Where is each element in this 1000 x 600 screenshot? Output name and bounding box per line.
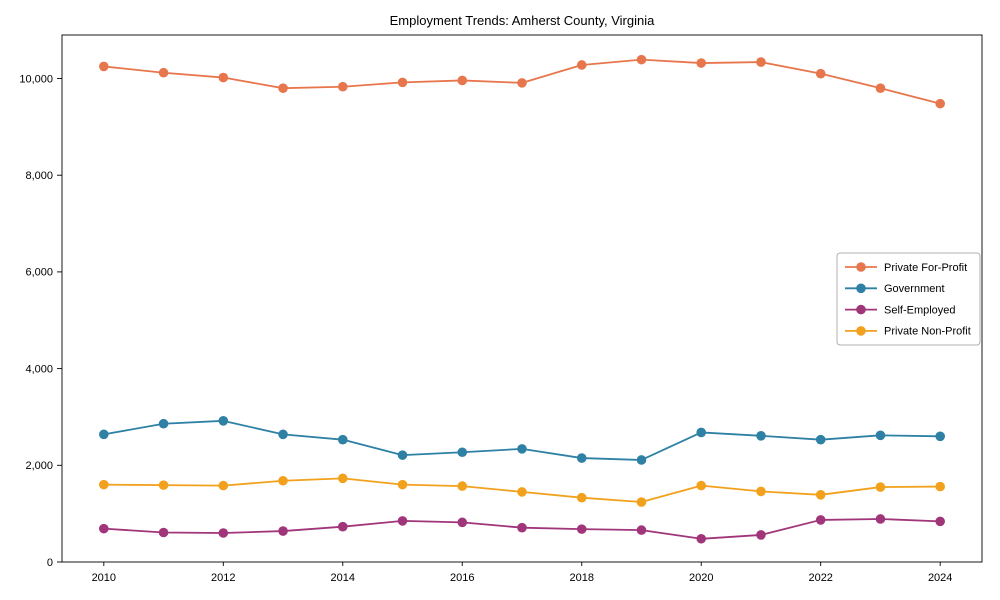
data-point-private-non-profit-2011 [158, 480, 169, 490]
data-point-government-2017 [517, 444, 527, 454]
data-point-government-2018 [576, 453, 587, 463]
data-point-self-employed-2017 [517, 522, 527, 533]
data-point-private-for-profit-2022 [815, 68, 826, 79]
data-point-government-2015 [397, 450, 408, 460]
data-point-private-for-profit-2024 [935, 98, 945, 109]
data-point-private-for-profit-2019 [636, 54, 647, 65]
data-point-self-employed-2015 [397, 516, 408, 526]
y-tick-label: 6,000 [25, 267, 53, 279]
data-point-government-2022 [815, 434, 826, 445]
series-private-for-profit [99, 54, 945, 109]
data-point-private-non-profit-2017 [517, 487, 527, 497]
data-point-self-employed-2022 [815, 515, 826, 525]
series-line-government [103, 419, 941, 461]
x-axis: 2010 2012 2014 2016 2018 2020 2022 2024 [92, 562, 952, 584]
data-point-private-non-profit-2021 [756, 486, 766, 497]
x-tick-label: 2022 [808, 572, 832, 584]
data-point-private-for-profit-2010 [99, 61, 109, 72]
data-point-private-for-profit-2021 [756, 57, 766, 67]
legend: Private For-Profit Government Self-Employe… [836, 252, 981, 346]
data-point-private-for-profit-2015 [397, 77, 408, 88]
data-point-private-for-profit-2014 [337, 81, 348, 92]
data-point-self-employed-2012 [218, 528, 229, 538]
data-point-government-2014 [337, 434, 348, 445]
legend-label-private-for-profit: Private For-Profit [884, 262, 967, 274]
data-point-self-employed-2013 [278, 526, 288, 536]
x-tick-label: 2014 [331, 572, 355, 584]
data-point-private-non-profit-2018 [576, 492, 587, 503]
data-point-private-non-profit-2013 [278, 475, 288, 486]
data-point-private-for-profit-2023 [875, 83, 886, 93]
chart-title: Employment Trends: Amherst County, Virgi… [389, 13, 655, 28]
legend-box [836, 252, 981, 346]
y-tick-label: 10,000 [19, 73, 53, 85]
x-tick-label: 2024 [928, 572, 952, 584]
y-tick-label: 0 [47, 557, 53, 569]
data-point-self-employed-2021 [756, 530, 766, 540]
data-point-private-non-profit-2023 [875, 482, 886, 492]
plot-frame [61, 34, 983, 563]
data-point-government-2021 [756, 431, 766, 441]
data-point-private-for-profit-2012 [218, 72, 229, 83]
x-tick-label: 2020 [689, 572, 713, 584]
data-point-self-employed-2020 [696, 533, 707, 544]
y-tick-label: 4,000 [25, 363, 53, 375]
data-point-self-employed-2024 [935, 516, 945, 527]
data-point-self-employed-2010 [99, 523, 109, 534]
data-point-private-for-profit-2013 [278, 83, 288, 93]
data-point-private-non-profit-2015 [397, 479, 408, 490]
data-point-private-for-profit-2017 [517, 78, 527, 88]
legend-marker-self-employed [856, 304, 866, 315]
data-point-private-for-profit-2018 [576, 60, 587, 70]
data-point-private-non-profit-2014 [337, 473, 348, 484]
data-point-government-2012 [218, 416, 229, 426]
data-point-self-employed-2016 [457, 517, 468, 528]
data-point-government-2010 [99, 429, 109, 440]
data-point-government-2011 [158, 418, 169, 429]
x-tick-label: 2010 [92, 572, 116, 584]
x-tick-label: 2012 [211, 572, 235, 584]
data-point-government-2016 [457, 447, 468, 458]
data-point-private-non-profit-2024 [935, 481, 945, 492]
legend-marker-private-for-profit [856, 262, 866, 272]
data-point-government-2023 [875, 430, 886, 441]
data-point-self-employed-2011 [158, 527, 169, 538]
legend-marker-private-non-profit [856, 326, 866, 336]
data-point-private-non-profit-2012 [218, 480, 229, 491]
y-axis: 0 2,000 4,000 6,000 8,000 10,000 [19, 73, 62, 569]
data-point-private-non-profit-2019 [636, 497, 647, 507]
data-point-government-2024 [935, 431, 945, 442]
data-point-self-employed-2019 [636, 525, 647, 535]
data-point-government-2020 [696, 427, 707, 438]
data-point-government-2013 [278, 429, 288, 440]
data-point-government-2019 [636, 455, 647, 465]
series-government [99, 416, 945, 465]
data-point-self-employed-2023 [875, 514, 886, 524]
data-point-private-for-profit-2020 [696, 58, 707, 68]
data-point-private-non-profit-2016 [457, 481, 468, 491]
data-point-private-for-profit-2011 [158, 67, 169, 78]
x-tick-label: 2016 [450, 572, 474, 584]
y-tick-label: 2,000 [25, 460, 53, 472]
legend-label-private-non-profit: Private Non-Profit [884, 326, 971, 338]
legend-label-self-employed: Self-Employed [884, 304, 956, 316]
data-point-private-for-profit-2016 [457, 75, 468, 86]
data-point-private-non-profit-2010 [99, 479, 109, 490]
data-point-self-employed-2014 [337, 521, 348, 532]
legend-label-government: Government [884, 283, 945, 295]
x-tick-label: 2018 [569, 572, 593, 584]
series-self-employed [99, 514, 945, 544]
legend-marker-government [856, 283, 866, 294]
series-private-non-profit [99, 473, 945, 507]
y-tick-label: 8,000 [25, 170, 53, 182]
data-point-private-non-profit-2020 [696, 480, 707, 491]
data-point-private-non-profit-2022 [815, 489, 826, 500]
data-point-self-employed-2018 [576, 524, 587, 534]
